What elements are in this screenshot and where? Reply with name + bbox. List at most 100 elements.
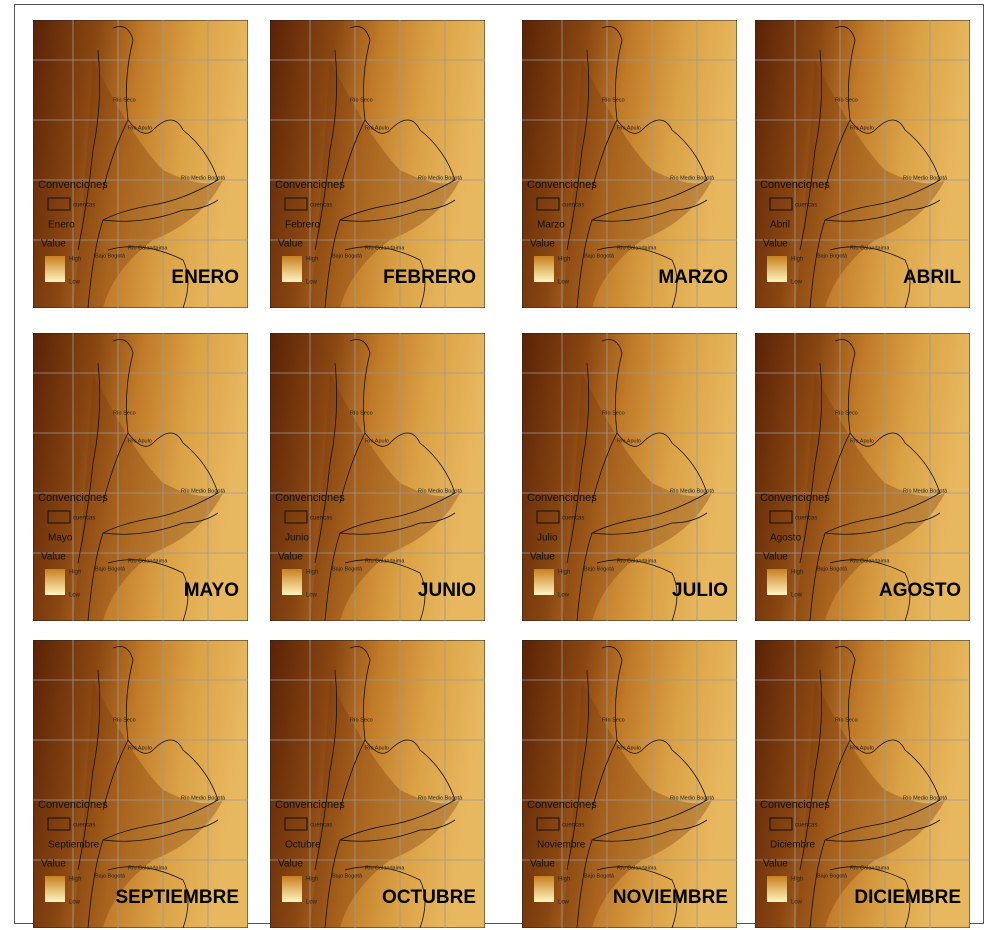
river-label: Río Apulo <box>850 125 874 131</box>
basin-boundary <box>102 739 129 811</box>
basin-boundary <box>107 866 189 928</box>
map-panel: Río Seco Río Apulo Río Medio Bogotá Río Cal… <box>522 20 737 308</box>
basin-boundary <box>591 512 708 535</box>
ridge <box>562 60 712 308</box>
basin-boundary <box>339 819 456 842</box>
legend-basin-swatch <box>284 197 308 211</box>
panel-title: SEPTIEMBRE <box>115 887 239 908</box>
basin-boundary <box>87 26 219 308</box>
ridge <box>73 373 223 621</box>
basin-boundary <box>339 739 366 811</box>
basin-boundary <box>829 866 911 928</box>
river-label: Río Calandaima <box>128 245 168 251</box>
legend-title: Convenciones <box>275 492 345 504</box>
map-panel: Río Seco Río Apulo Río Medio Bogotá Río Cal… <box>270 640 485 928</box>
map-panel: Río Seco Río Apulo Río Medio Bogotá Río Cal… <box>755 640 970 928</box>
legend-basin-swatch <box>47 197 71 211</box>
river-label: Río Calandaima <box>617 245 657 251</box>
river-label: Río Calandaima <box>365 245 405 251</box>
river-label: Río Apulo <box>128 125 152 131</box>
river-label: Río Seco <box>350 97 373 103</box>
legend-title: Convenciones <box>275 799 345 811</box>
river-label: Bajo Bogotá <box>817 253 848 259</box>
river-label: Bajo Bogotá <box>584 253 615 259</box>
basin-boundary <box>566 49 590 251</box>
basin-boundary <box>102 119 129 191</box>
basin-boundary <box>566 669 590 871</box>
legend-basin-label: cuencas <box>795 516 817 522</box>
river-label: Río Medio Bogotá <box>181 795 226 801</box>
basin-boundary <box>102 512 219 535</box>
legend-low: Low <box>306 900 318 906</box>
basin-boundary <box>596 246 678 308</box>
terrain <box>522 640 737 928</box>
basin-boundary <box>596 559 678 621</box>
basin-boundary <box>324 26 456 308</box>
basin-boundary <box>824 119 851 191</box>
ridge <box>310 680 460 928</box>
basin-boundary <box>344 246 426 308</box>
river-label: Río Seco <box>602 410 625 416</box>
legend-basin-label: cuencas <box>562 203 584 209</box>
map-panel: Río Seco Río Apulo Río Medio Bogotá Río Cal… <box>270 333 485 621</box>
legend-month: Junio <box>285 533 309 544</box>
legend-high: High <box>558 257 570 263</box>
panel-title: NOVIEMBRE <box>613 887 728 908</box>
basin-boundary <box>809 26 941 308</box>
legend-high: High <box>306 570 318 576</box>
legend-title: Convenciones <box>760 799 830 811</box>
legend-low: Low <box>69 593 81 599</box>
legend-value: Value <box>278 859 303 870</box>
panel-title: MARZO <box>658 267 728 288</box>
terrain <box>755 333 970 621</box>
basin-boundary <box>799 669 823 871</box>
basin-boundary <box>339 512 456 535</box>
river-label: Río Seco <box>602 97 625 103</box>
basin-boundary <box>799 362 823 564</box>
river-label: Río Apulo <box>850 745 874 751</box>
legend-title: Convenciones <box>527 492 597 504</box>
legend-month: Noviembre <box>537 840 586 851</box>
legend-basin-swatch <box>536 817 560 831</box>
legend-ramp <box>282 569 302 595</box>
river-label: Río Calandaima <box>128 865 168 871</box>
river-label: Río Medio Bogotá <box>181 488 226 494</box>
basin-boundary <box>324 646 456 928</box>
river-label: Río Apulo <box>365 745 389 751</box>
basin-boundary <box>339 119 366 191</box>
terrain <box>755 640 970 928</box>
legend-high: High <box>69 877 81 883</box>
legend-title: Convenciones <box>38 799 108 811</box>
river-label: Río Apulo <box>617 745 641 751</box>
river-label: Río Medio Bogotá <box>670 488 715 494</box>
legend-value: Value <box>763 552 788 563</box>
river-label: Bajo Bogotá <box>817 873 848 879</box>
legend-month: Octubre <box>285 840 321 851</box>
legend-low: Low <box>791 593 803 599</box>
basin-boundary <box>596 866 678 928</box>
basin-boundary <box>77 362 101 564</box>
panel-title: OCTUBRE <box>382 887 476 908</box>
frame <box>14 4 984 924</box>
river-label: Bajo Bogotá <box>95 566 126 572</box>
panel-title: DICIEMBRE <box>854 887 961 908</box>
ridge <box>795 373 945 621</box>
legend-basin-swatch <box>47 510 71 524</box>
river-label: Bajo Bogotá <box>95 253 126 259</box>
basin-boundary <box>829 559 911 621</box>
basin-boundary <box>314 49 338 251</box>
legend-basin-label: cuencas <box>795 823 817 829</box>
legend-low: Low <box>558 900 570 906</box>
legend-high: High <box>558 570 570 576</box>
legend-value: Value <box>41 859 66 870</box>
basin-boundary <box>314 669 338 871</box>
legend-basin-label: cuencas <box>310 516 332 522</box>
legend-basin-swatch <box>769 197 793 211</box>
legend-basin-swatch <box>47 817 71 831</box>
legend-month: Diciembre <box>770 840 815 851</box>
river-label: Río Apulo <box>617 125 641 131</box>
legend-basin-swatch <box>536 510 560 524</box>
legend-ramp <box>534 569 554 595</box>
river-label: Río Apulo <box>365 438 389 444</box>
basin-boundary <box>576 339 708 621</box>
